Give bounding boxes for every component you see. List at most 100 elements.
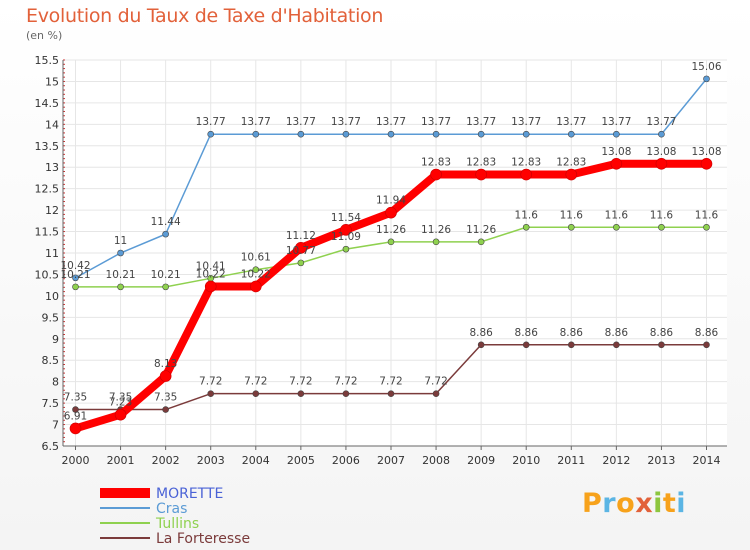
- data-label: 13.77: [646, 116, 676, 128]
- data-point: [432, 238, 440, 246]
- data-label: 11.26: [466, 224, 496, 236]
- data-point: [159, 370, 172, 382]
- data-label: 10.61: [241, 252, 271, 264]
- x-tick-label: 2006: [332, 454, 360, 467]
- y-tick-label: 14: [45, 118, 59, 131]
- data-point: [522, 130, 530, 138]
- data-label: 8.86: [515, 327, 539, 339]
- data-point: [340, 224, 352, 236]
- data-label: 13.77: [196, 116, 226, 128]
- data-point: [432, 130, 440, 138]
- data-point: [610, 157, 623, 170]
- data-point: [387, 130, 395, 138]
- data-label: 13.08: [646, 146, 676, 158]
- x-tick-label: 2004: [242, 454, 270, 467]
- legend-label-la-forteresse: La Forteresse: [156, 531, 250, 547]
- y-tick-label: 7: [52, 419, 59, 432]
- x-tick-label: 2007: [377, 454, 405, 467]
- x-tick-label: 2010: [512, 454, 540, 467]
- data-point: [520, 168, 533, 181]
- data-label: 12.83: [466, 157, 496, 169]
- data-label: 7.72: [289, 376, 312, 388]
- data-point: [703, 75, 710, 83]
- data-label: 13.77: [421, 116, 451, 128]
- data-point: [252, 130, 260, 138]
- data-label: 10.21: [151, 269, 181, 281]
- data-label: 11.6: [515, 209, 539, 221]
- data-point: [207, 130, 215, 138]
- y-tick-label: 14.5: [35, 97, 60, 110]
- data-label: 10.21: [60, 269, 90, 281]
- data-label: 11.6: [650, 209, 674, 221]
- data-point: [658, 341, 665, 349]
- data-label: 11.54: [331, 212, 361, 224]
- data-point: [565, 168, 578, 181]
- data-label: 11.6: [560, 209, 584, 221]
- data-label: 8.86: [469, 327, 493, 339]
- proxiti-logo: Proxiti: [582, 488, 686, 519]
- data-point: [613, 130, 620, 138]
- data-label: 11.6: [695, 209, 719, 221]
- data-point: [117, 283, 124, 291]
- x-tick-label: 2014: [693, 454, 721, 467]
- x-tick-label: 2000: [62, 454, 90, 467]
- data-point: [162, 283, 169, 291]
- data-point: [432, 390, 440, 397]
- logo-letter: o: [616, 488, 636, 519]
- x-tick-label: 2002: [152, 454, 180, 467]
- data-point: [522, 341, 530, 349]
- x-tick-label: 2013: [647, 454, 675, 467]
- data-label: 11: [114, 235, 127, 247]
- data-label: 8.86: [695, 327, 719, 339]
- logo-letter: x: [635, 488, 654, 519]
- data-point: [204, 280, 217, 293]
- data-label: 12.83: [421, 157, 451, 169]
- legend-label-cras: Cras: [156, 501, 187, 517]
- data-point: [72, 406, 79, 413]
- data-label: 7.35: [154, 392, 177, 404]
- data-point: [655, 157, 668, 170]
- data-point: [385, 206, 397, 219]
- data-label: 7.35: [64, 392, 87, 404]
- y-tick-label: 8.5: [42, 354, 60, 367]
- data-point: [297, 390, 305, 397]
- y-tick-label: 6.5: [42, 440, 60, 453]
- data-label: 10.22: [196, 268, 226, 280]
- data-label: 13.08: [601, 146, 631, 158]
- chart-title: Evolution du Taux de Taxe d'Habitation: [26, 5, 384, 27]
- data-point: [297, 259, 305, 267]
- data-point: [475, 168, 487, 181]
- data-label: 10.77: [286, 245, 316, 257]
- data-point: [477, 341, 485, 349]
- data-point: [162, 230, 169, 238]
- data-point: [658, 130, 665, 138]
- data-point: [567, 223, 575, 231]
- logo-letter: i: [653, 488, 663, 519]
- y-tick-label: 13: [45, 161, 59, 174]
- data-point: [342, 245, 350, 253]
- data-point: [72, 283, 79, 291]
- y-tick-label: 15: [45, 75, 59, 88]
- data-label: 8.13: [154, 358, 177, 370]
- logo-letter: P: [582, 488, 603, 519]
- data-point: [703, 223, 710, 231]
- data-point: [477, 238, 485, 246]
- data-point: [252, 266, 260, 274]
- data-point: [114, 408, 127, 421]
- data-label: 13.77: [331, 116, 361, 128]
- data-label: 11.09: [331, 231, 361, 243]
- legend-label-tullins: Tullins: [155, 516, 199, 532]
- data-label: 11.94: [376, 195, 406, 207]
- data-point: [387, 390, 395, 397]
- x-tick-label: 2005: [287, 454, 315, 467]
- data-point: [567, 341, 575, 349]
- data-label: 7.72: [199, 376, 222, 388]
- data-label: 11.12: [286, 230, 316, 242]
- data-point: [249, 280, 262, 293]
- logo-letter: r: [602, 488, 617, 519]
- y-tick-label: 12.5: [35, 183, 60, 196]
- data-label: 7.35: [109, 392, 132, 404]
- data-point: [477, 130, 485, 138]
